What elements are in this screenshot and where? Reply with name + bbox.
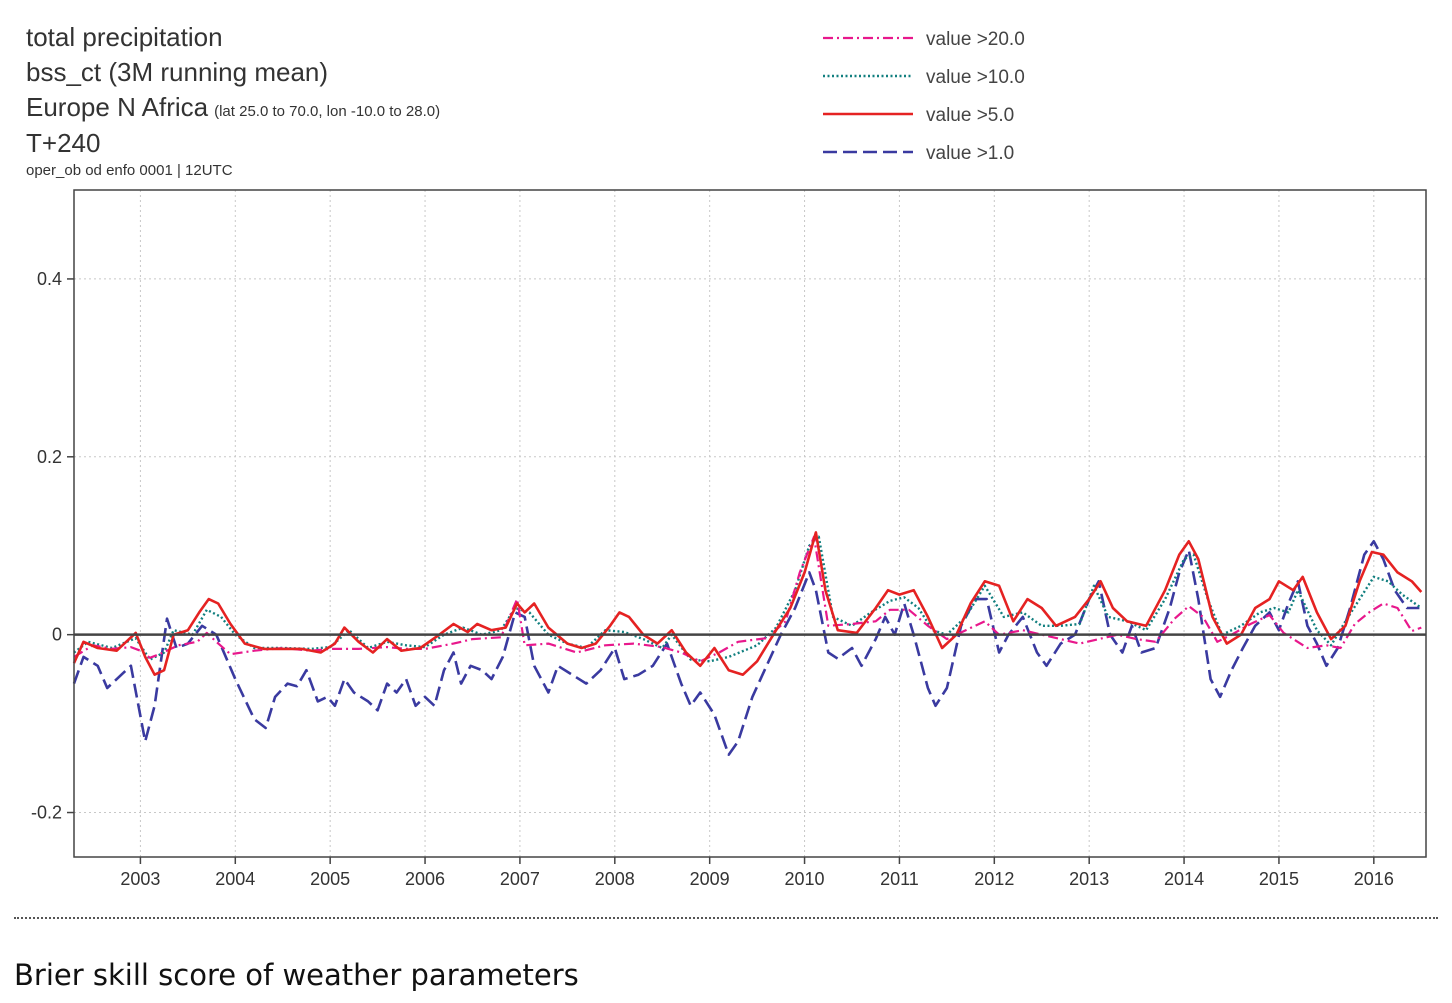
line-chart: 2003 2004 2005 2006 2007 2008 2009 2010 2011 2012… [31, 29, 1427, 889]
x-tick-label: 2004 [215, 869, 255, 889]
region-name: Europe N Africa [26, 92, 209, 122]
chart-title-score: bss_ct (3M running mean) [26, 57, 329, 87]
x-tick-label: 2016 [1354, 869, 1394, 889]
figure-caption: Brier skill score of weather parameters [14, 958, 579, 992]
axis-ticks: 2003 2004 2005 2006 2007 2008 2009 2010 2011 2012… [31, 269, 1394, 889]
x-tick-label: 2006 [405, 869, 445, 889]
x-tick-label: 2013 [1069, 869, 1109, 889]
y-tick-label: 0.4 [37, 269, 62, 289]
chart-title-region: Europe N Africa (lat 25.0 to 70.0, lon -1… [26, 92, 440, 123]
plot-frame [73, 189, 1427, 858]
x-tick-label: 2015 [1259, 869, 1299, 889]
chart-title-parameter: total precipitation [26, 22, 223, 52]
y-tick-label: -0.2 [31, 803, 62, 823]
legend-label-0: value >20.0 [926, 29, 1025, 50]
x-tick-label: 2008 [595, 869, 635, 889]
chart-title-source: oper_ob od enfo 0001 | 12UTC [26, 162, 233, 179]
legend-label-3: value >1.0 [926, 143, 1014, 164]
x-tick-label: 2009 [690, 869, 730, 889]
legend: value >20.0 value >10.0 value >5.0 value >1… [823, 29, 1025, 164]
x-tick-label: 2011 [880, 869, 919, 889]
x-tick-label: 2007 [500, 869, 540, 889]
y-tick-label: 0 [52, 625, 62, 645]
series-line-0 [73, 535, 1422, 663]
series-line-3 [72, 540, 1420, 756]
legend-label-1: value >10.0 [926, 67, 1025, 88]
grid-lines [74, 190, 1426, 857]
region-detail: (lat 25.0 to 70.0, lon -10.0 to 28.0) [214, 103, 441, 120]
chart-title-lead-time: T+240 [26, 128, 101, 158]
y-tick-label: 0.2 [37, 447, 62, 467]
x-tick-label: 2012 [974, 869, 1014, 889]
x-tick-label: 2005 [310, 869, 350, 889]
x-tick-label: 2010 [785, 869, 825, 889]
series-line-2 [72, 531, 1423, 676]
series-lines [72, 531, 1423, 756]
legend-label-2: value >5.0 [926, 105, 1014, 126]
divider [14, 917, 1438, 919]
x-tick-label: 2003 [120, 869, 160, 889]
series-line-1 [73, 535, 1422, 663]
x-tick-label: 2014 [1164, 869, 1204, 889]
